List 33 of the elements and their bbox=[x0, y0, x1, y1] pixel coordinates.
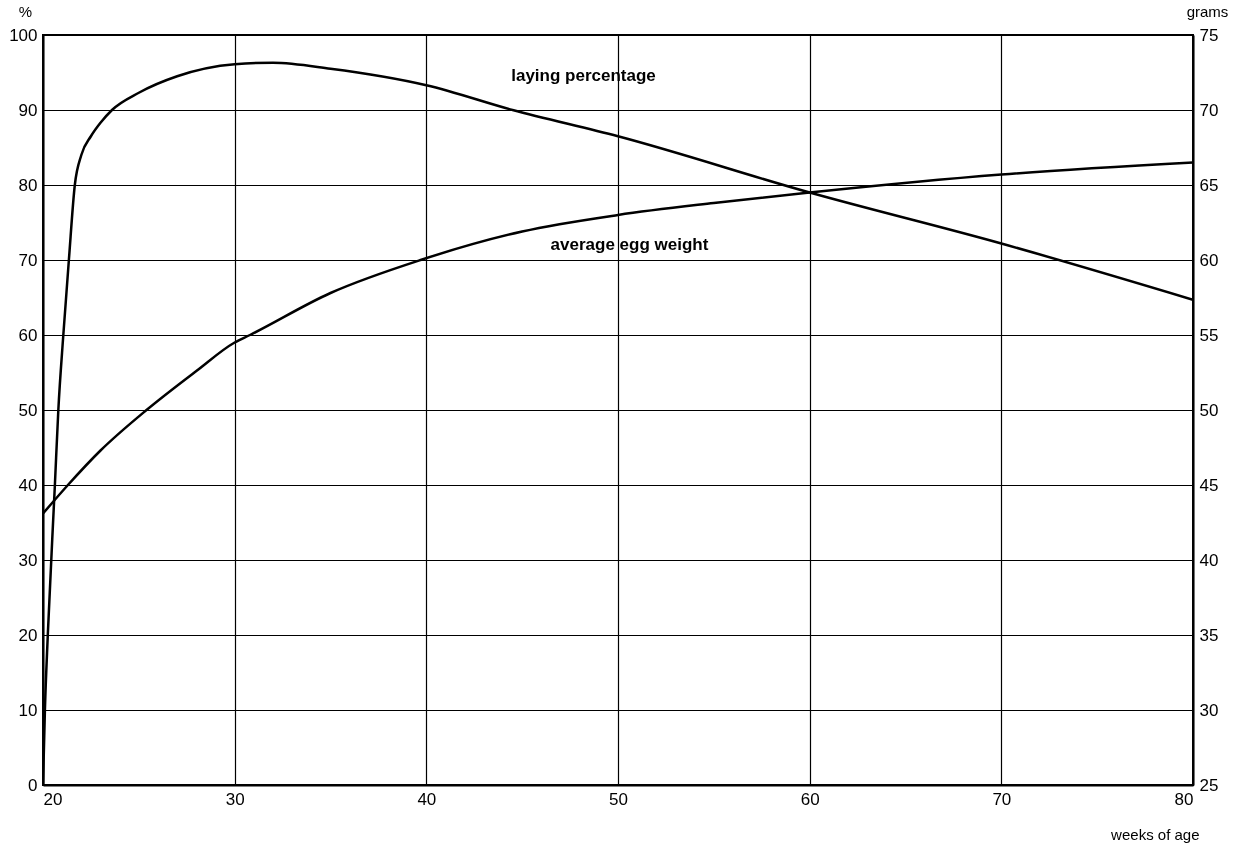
y2-axis-title: grams bbox=[1186, 2, 1229, 20]
x-tick-label: 60 bbox=[800, 789, 820, 809]
y-tick-label: 0 bbox=[28, 775, 38, 795]
y2-tick-label: 75 bbox=[1199, 25, 1219, 45]
y2-tick-label: 40 bbox=[1199, 550, 1219, 570]
series-label: average egg weight bbox=[550, 235, 709, 254]
y2-tick-label: 55 bbox=[1199, 325, 1219, 345]
y-tick-label: 70 bbox=[18, 250, 38, 270]
y-axis-title: % bbox=[18, 2, 33, 20]
y2-tick-label: 65 bbox=[1199, 175, 1219, 195]
x-tick-label: 20 bbox=[43, 789, 63, 809]
y-tick-label: 50 bbox=[18, 400, 38, 420]
x-tick-label: 70 bbox=[992, 789, 1012, 809]
x-tick-label: 80 bbox=[1174, 789, 1194, 809]
y-tick-label: 90 bbox=[18, 100, 38, 120]
y2-tick-label: 60 bbox=[1199, 250, 1219, 270]
y2-tick-label: 35 bbox=[1199, 625, 1219, 645]
x-axis-title: weeks of age bbox=[1110, 825, 1200, 843]
y-tick-label: 80 bbox=[18, 175, 38, 195]
x-tick-label: 40 bbox=[417, 789, 437, 809]
y2-tick-label: 25 bbox=[1199, 775, 1219, 795]
x-tick-label: 30 bbox=[225, 789, 245, 809]
x-tick-label: 50 bbox=[609, 789, 628, 809]
y-tick-label: 10 bbox=[18, 700, 38, 720]
y-tick-label: 40 bbox=[18, 475, 38, 495]
y2-tick-label: 45 bbox=[1199, 475, 1219, 495]
y2-tick-label: 30 bbox=[1199, 700, 1219, 720]
y-tick-label: 20 bbox=[18, 625, 38, 645]
y-tick-label: 30 bbox=[18, 550, 38, 570]
y-tick-label: 100 bbox=[9, 25, 38, 45]
y-tick-label: 60 bbox=[18, 325, 38, 345]
y2-tick-label: 50 bbox=[1199, 400, 1219, 420]
y2-tick-label: 70 bbox=[1199, 100, 1219, 120]
